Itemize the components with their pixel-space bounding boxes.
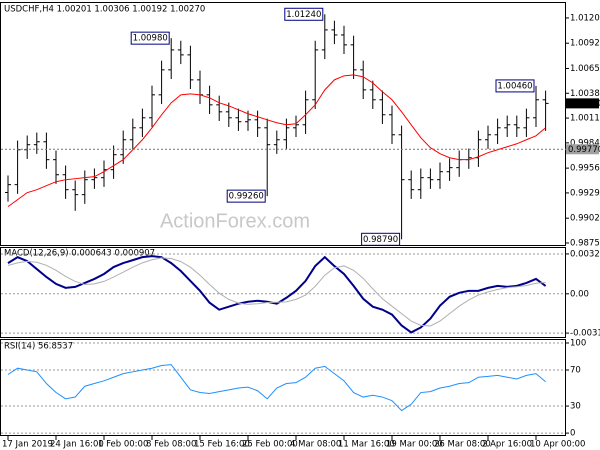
indicator-line [7,364,546,412]
watermark: ActionForex.com [160,210,310,232]
y-tick-label: 0 [570,429,575,439]
macd-title: MACD(12,26,9) 0.000643 0.000907 [4,249,155,259]
y-tick-label: 0.99295 [570,188,600,198]
annotation-box [361,232,401,246]
y-tick-label: 0.00322 [570,249,600,259]
y-tick-label: 0.99565 [570,164,600,174]
x-tick-label: 11 Mar 16:00 [338,440,395,450]
x-tick-label: 1 Feb 00:00 [98,440,148,450]
y-tick-label: 30 [570,402,581,412]
x-tick-label: 17 Jan 2019 [2,440,53,450]
x-tick-label: 8 Feb 08:00 [146,440,196,450]
price-title: USDCHF,H4 1.00201 1.00306 1.00192 1.0027… [4,5,205,15]
annotation-box [284,7,324,21]
rsi-panel [0,339,566,436]
x-tick-label: 26 Mar 08:00 [434,440,491,450]
level-box [566,144,599,155]
level-label: 0.99770 [568,145,600,155]
price-panel [0,2,566,246]
annotation-box [226,189,266,203]
y-tick-label: 0.00 [570,289,589,299]
x-tick-label: 24 Jan 16:00 [50,440,104,450]
annotation-label: 1.00980 [133,34,168,44]
y-tick-label: 100 [570,338,586,348]
last-price-label: 1.00270 [568,99,600,109]
y-tick-label: -0.003174 [570,329,600,339]
rsi-title: RSI(14) 56.8537 [4,342,73,352]
x-tick-label: 15 Feb 16:00 [194,440,250,450]
y-tick-label: 1.01200 [570,13,600,23]
annotation-label: 1.00460 [497,81,532,91]
y-tick-label: 70 [570,366,581,376]
y-tick-label: 1.00650 [570,64,600,74]
annotation-box [130,31,170,45]
x-tick-label: 10 Apr 00:00 [530,440,585,450]
indicator-line [7,257,546,327]
x-tick-label: 4 Mar 08:00 [290,440,341,450]
indicator-line [7,255,547,334]
annotation-label: 0.99260 [229,192,264,202]
last-price-box [566,98,599,109]
annotation-label: 0.98790 [363,235,398,245]
annotation-label: 1.01240 [286,10,321,20]
macd-panel [0,247,566,338]
y-tick-label: 1.00380 [570,89,600,99]
x-tick-label: 25 Feb 00:00 [242,440,298,450]
x-tick-label: 2 Apr 16:00 [482,440,532,450]
moving-average [7,74,546,208]
annotation-box [495,79,535,93]
y-tick-label: 1.00925 [570,39,600,49]
x-tick-label: 19 Mar 00:00 [386,440,443,450]
